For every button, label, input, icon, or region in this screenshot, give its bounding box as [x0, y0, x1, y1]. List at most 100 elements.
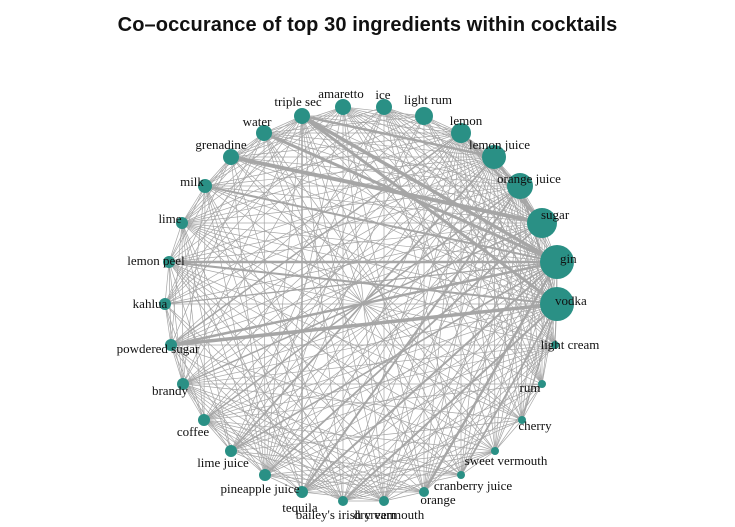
edge-146 — [460, 132, 543, 385]
edge-103 — [342, 106, 495, 158]
node-orange — [419, 487, 429, 497]
edge-292 — [264, 344, 556, 476]
edge-69 — [383, 222, 543, 502]
label-brandy: brandy — [152, 383, 189, 398]
node-sweet-vermouth — [491, 447, 499, 455]
edge-55 — [383, 106, 543, 224]
edge-153 — [230, 115, 425, 452]
node-gin — [540, 245, 574, 279]
label-lemon: lemon — [450, 113, 483, 128]
edge-325 — [519, 185, 558, 305]
edge-169 — [383, 106, 556, 346]
edge-240 — [168, 261, 184, 385]
label-sugar: sugar — [541, 207, 570, 222]
edge-34 — [230, 156, 558, 263]
edge-286 — [230, 344, 556, 452]
node-lemon-juice — [482, 145, 506, 169]
edge-73 — [521, 222, 543, 421]
node-dry-vermouth — [379, 496, 389, 506]
edge-243 — [168, 261, 385, 502]
label-ice: ice — [375, 87, 390, 102]
node-lime-juice — [225, 445, 237, 457]
edge-272 — [203, 419, 232, 452]
edge-313 — [521, 383, 543, 421]
label-dry-vermouth: dry vermouth — [354, 507, 425, 522]
label-rum: rum — [520, 380, 541, 395]
node-light-rum — [415, 107, 433, 125]
label-lime: lime — [158, 211, 181, 226]
node-lemon-peel — [163, 256, 175, 268]
edge-287 — [264, 474, 303, 493]
label-vodka: vodka — [555, 293, 587, 308]
edge-267 — [182, 383, 425, 493]
node-water — [256, 125, 272, 141]
node-powdered-sugar — [165, 339, 177, 351]
node-coffee — [198, 414, 210, 426]
label-lemon-peel: lemon peel — [127, 253, 185, 268]
edge-238 — [164, 261, 170, 305]
edge-269 — [182, 383, 523, 421]
edge-327 — [422, 260, 559, 494]
edge-216 — [181, 185, 206, 224]
edge-163 — [264, 106, 385, 476]
edge-279 — [203, 419, 496, 452]
edge-210 — [168, 156, 232, 263]
edge-116 — [301, 156, 495, 493]
label-powdered-sugar: powdered sugar — [117, 341, 200, 356]
edge-223 — [204, 185, 385, 502]
edge-144 — [460, 132, 496, 452]
edge-298 — [301, 344, 556, 493]
label-tequila: tequila — [282, 500, 318, 515]
edge-213 — [230, 156, 344, 502]
edge-115 — [264, 156, 495, 476]
label-lemon-juice: lemon juice — [469, 137, 530, 152]
chart-title: Co–occurance of top 30 ingredients withi… — [117, 14, 618, 36]
edge-329 — [301, 261, 558, 493]
label-cranberry-juice: cranberry juice — [434, 478, 513, 493]
label-triple-sec: triple sec — [274, 94, 322, 109]
edge-108 — [181, 156, 495, 224]
edge-42 — [264, 261, 558, 476]
edge-212 — [230, 156, 266, 476]
label-milk: milk — [180, 174, 204, 189]
edge-241 — [168, 261, 232, 452]
edge-314 — [300, 114, 559, 306]
edge-204 — [263, 132, 385, 502]
edge-300 — [342, 474, 462, 502]
edge-295 — [301, 450, 496, 493]
edge-303 — [342, 383, 543, 502]
node-layer — [159, 99, 574, 506]
edge-268 — [182, 383, 462, 476]
node-triple-sec — [294, 108, 310, 124]
node-kahlua — [159, 298, 171, 310]
label-pineapple-juice: pineapple juice — [220, 481, 299, 496]
edge-111 — [170, 156, 495, 346]
node-lime — [176, 217, 188, 229]
edge-50 — [541, 261, 558, 385]
edge-306 — [383, 450, 496, 502]
edge-249 — [164, 303, 172, 346]
node-brandy — [177, 378, 189, 390]
label-cherry: cherry — [518, 418, 552, 433]
label-water: water — [243, 114, 273, 129]
edge-285 — [230, 419, 523, 452]
edge-322 — [459, 131, 544, 225]
node-vodka — [540, 287, 574, 321]
edge-63 — [164, 222, 543, 305]
edge-168 — [383, 106, 543, 385]
edge-339 — [182, 222, 543, 385]
node-cranberry-juice — [457, 471, 465, 479]
label-grenadine: grenadine — [195, 137, 246, 152]
edge-246 — [168, 261, 496, 452]
edge-layer — [164, 106, 559, 502]
edge-127 — [342, 106, 462, 134]
edge-318 — [169, 302, 559, 347]
edge-332 — [460, 303, 558, 476]
edge-333 — [264, 222, 543, 476]
edge-275 — [203, 419, 344, 502]
node-orange-juice — [507, 173, 533, 199]
edge-276 — [203, 419, 385, 502]
edge-317 — [229, 155, 544, 225]
edge-328 — [342, 303, 558, 502]
edge-247 — [168, 261, 523, 421]
